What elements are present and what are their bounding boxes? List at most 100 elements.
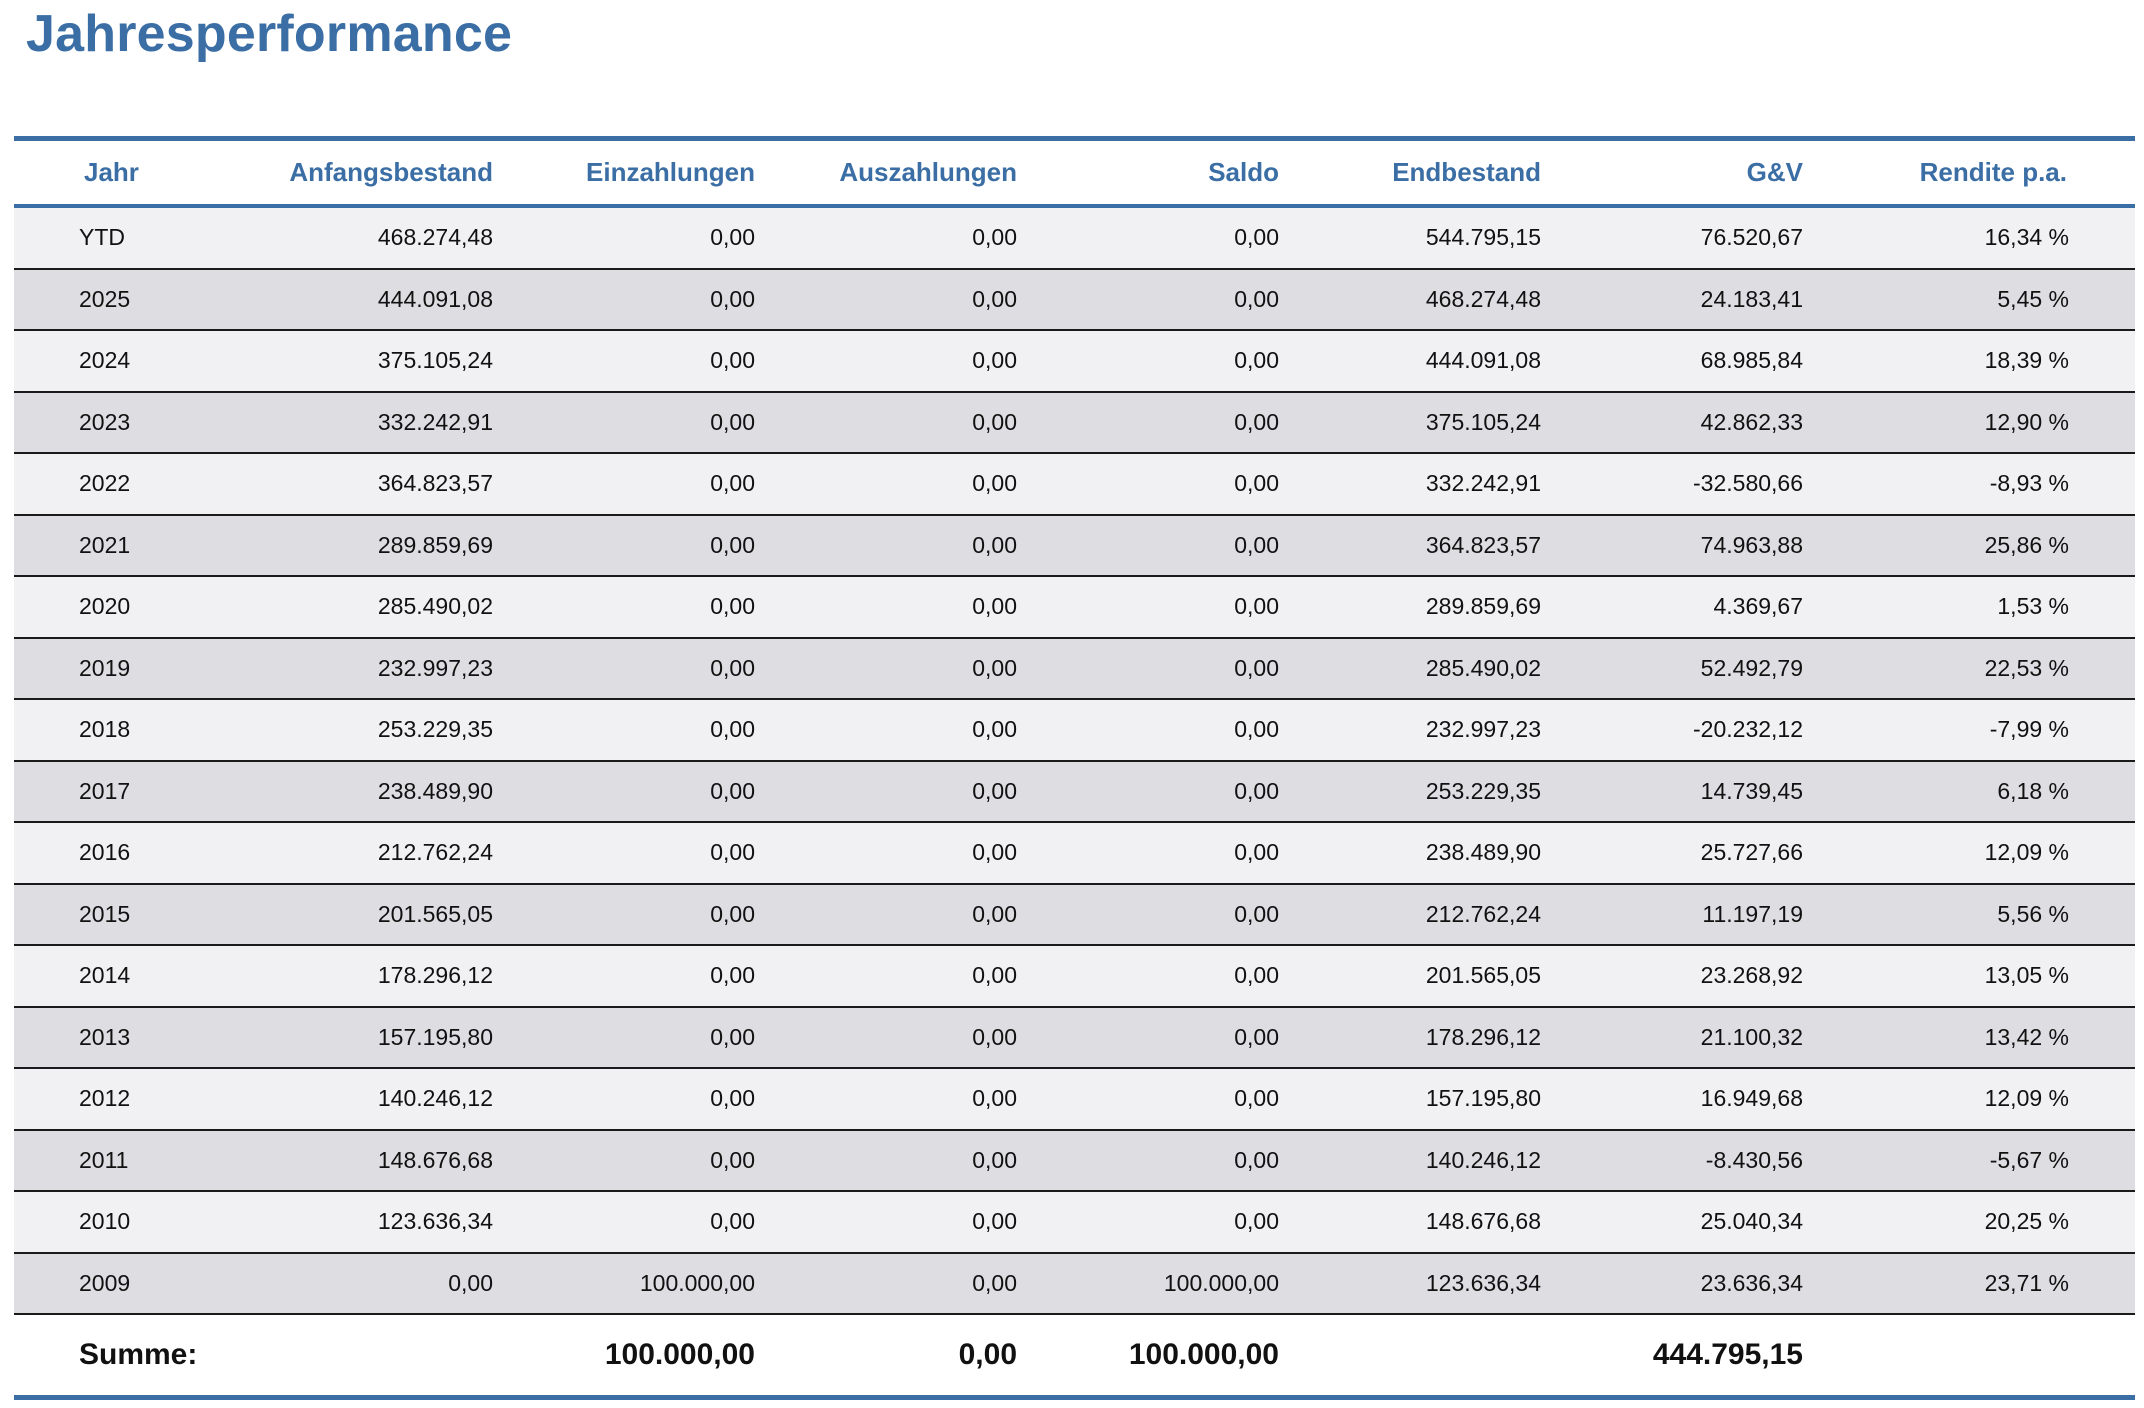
cell-einzahlungen: 0,00 <box>529 822 791 885</box>
table-row[interactable]: 2021 289.859,69 0,00 0,00 0,00 364.823,57 74.9… <box>14 514 2135 577</box>
table-footer: Summe: 100.000,00 0,00 100.000,00 444.79… <box>14 1314 2135 1395</box>
summary-endbestand <box>1315 1314 1577 1395</box>
cell-jahr: 2019 <box>14 637 192 700</box>
cell-guv: 25.727,66 <box>1577 822 1839 885</box>
cell-einzahlungen: 0,00 <box>529 945 791 1008</box>
cell-jahr: 2023 <box>14 391 192 454</box>
cell-auszahlungen: 0,00 <box>791 945 1053 1008</box>
cell-jahr: 2024 <box>14 330 192 393</box>
header-guv[interactable]: G&V <box>1746 157 1803 187</box>
cell-anfangsbestand: 375.105,24 <box>192 330 529 393</box>
table-row[interactable]: 2012 140.246,12 0,00 0,00 0,00 157.195,80 16.9… <box>14 1068 2135 1131</box>
cell-guv: 76.520,67 <box>1577 206 1839 270</box>
performance-table-container: Jahr Anfangsbestand Einzahlungen Auszahl… <box>14 136 2135 1400</box>
table-header: Jahr Anfangsbestand Einzahlungen Auszahl… <box>14 141 2135 206</box>
table-row[interactable]: 2017 238.489,90 0,00 0,00 0,00 253.229,35 14.7… <box>14 760 2135 823</box>
cell-einzahlungen: 0,00 <box>529 1129 791 1192</box>
cell-anfangsbestand: 332.242,91 <box>192 391 529 454</box>
cell-jahr: 2021 <box>14 514 192 577</box>
cell-einzahlungen: 0,00 <box>529 883 791 946</box>
table-row[interactable]: 2016 212.762,24 0,00 0,00 0,00 238.489,90 25.7… <box>14 822 2135 885</box>
table-row[interactable]: 2022 364.823,57 0,00 0,00 0,00 332.242,91 -32.… <box>14 453 2135 516</box>
header-saldo[interactable]: Saldo <box>1208 157 1279 187</box>
cell-guv: 23.636,34 <box>1577 1252 1839 1315</box>
header-jahr[interactable]: Jahr <box>84 157 139 187</box>
table-bottom-rule <box>14 1395 2135 1400</box>
table-row[interactable]: 2013 157.195,80 0,00 0,00 0,00 178.296,12 21.1… <box>14 1006 2135 1069</box>
cell-endbestand: 285.490,02 <box>1315 637 1577 700</box>
performance-table: Jahr Anfangsbestand Einzahlungen Auszahl… <box>14 141 2135 1395</box>
cell-guv: -20.232,12 <box>1577 699 1839 762</box>
cell-endbestand: 332.242,91 <box>1315 453 1577 516</box>
cell-rendite: 12,09 % <box>1839 822 2135 885</box>
cell-endbestand: 140.246,12 <box>1315 1129 1577 1192</box>
cell-endbestand: 123.636,34 <box>1315 1252 1577 1315</box>
cell-endbestand: 212.762,24 <box>1315 883 1577 946</box>
cell-endbestand: 232.997,23 <box>1315 699 1577 762</box>
summary-einzahlungen: 100.000,00 <box>604 1338 755 1371</box>
cell-rendite: 13,05 % <box>1839 945 2135 1008</box>
cell-einzahlungen: 0,00 <box>529 330 791 393</box>
cell-rendite: 12,09 % <box>1839 1068 2135 1131</box>
cell-jahr: 2012 <box>14 1068 192 1131</box>
table-row[interactable]: 2015 201.565,05 0,00 0,00 0,00 212.762,24 11.1… <box>14 883 2135 946</box>
table-row[interactable]: 2014 178.296,12 0,00 0,00 0,00 201.565,05 23.2… <box>14 945 2135 1008</box>
cell-guv: 11.197,19 <box>1577 883 1839 946</box>
header-endbestand[interactable]: Endbestand <box>1392 157 1541 187</box>
cell-endbestand: 544.795,15 <box>1315 206 1577 270</box>
header-auszahlungen[interactable]: Auszahlungen <box>839 157 1017 187</box>
cell-anfangsbestand: 123.636,34 <box>192 1191 529 1254</box>
cell-rendite: 5,45 % <box>1839 268 2135 331</box>
cell-jahr: 2025 <box>14 268 192 331</box>
cell-auszahlungen: 0,00 <box>791 206 1053 270</box>
table-row[interactable]: 2019 232.997,23 0,00 0,00 0,00 285.490,02 52.4… <box>14 637 2135 700</box>
cell-auszahlungen: 0,00 <box>791 822 1053 885</box>
table-row[interactable]: YTD 468.274,48 0,00 0,00 0,00 544.795,15 76.52… <box>14 206 2135 270</box>
cell-anfangsbestand: 238.489,90 <box>192 760 529 823</box>
cell-jahr: YTD <box>14 206 192 270</box>
cell-einzahlungen: 0,00 <box>529 1191 791 1254</box>
cell-anfangsbestand: 468.274,48 <box>192 206 529 270</box>
cell-auszahlungen: 0,00 <box>791 760 1053 823</box>
table-row[interactable]: 2025 444.091,08 0,00 0,00 0,00 468.274,48 24.1… <box>14 268 2135 331</box>
cell-rendite: 16,34 % <box>1839 206 2135 270</box>
cell-endbestand: 375.105,24 <box>1315 391 1577 454</box>
cell-rendite: 22,53 % <box>1839 637 2135 700</box>
cell-guv: -32.580,66 <box>1577 453 1839 516</box>
cell-jahr: 2020 <box>14 576 192 639</box>
table-row[interactable]: 2024 375.105,24 0,00 0,00 0,00 444.091,08 68.9… <box>14 330 2135 393</box>
cell-einzahlungen: 0,00 <box>529 760 791 823</box>
cell-guv: 42.862,33 <box>1577 391 1839 454</box>
cell-rendite: 5,56 % <box>1839 883 2135 946</box>
cell-einzahlungen: 0,00 <box>529 637 791 700</box>
cell-einzahlungen: 0,00 <box>529 206 791 270</box>
header-rendite[interactable]: Rendite p.a. <box>1919 157 2067 187</box>
cell-saldo: 0,00 <box>1053 1129 1315 1192</box>
cell-auszahlungen: 0,00 <box>791 1191 1053 1254</box>
cell-auszahlungen: 0,00 <box>791 330 1053 393</box>
cell-anfangsbestand: 364.823,57 <box>192 453 529 516</box>
page-title: Jahresperformance <box>26 5 513 63</box>
cell-guv: 4.369,67 <box>1577 576 1839 639</box>
cell-endbestand: 253.229,35 <box>1315 760 1577 823</box>
cell-auszahlungen: 0,00 <box>791 1252 1053 1315</box>
cell-auszahlungen: 0,00 <box>791 514 1053 577</box>
table-row[interactable]: 2018 253.229,35 0,00 0,00 0,00 232.997,23 -20.… <box>14 699 2135 762</box>
cell-rendite: 13,42 % <box>1839 1006 2135 1069</box>
cell-anfangsbestand: 140.246,12 <box>192 1068 529 1131</box>
header-anfangsbestand[interactable]: Anfangsbestand <box>289 157 493 187</box>
cell-anfangsbestand: 178.296,12 <box>192 945 529 1008</box>
cell-einzahlungen: 0,00 <box>529 391 791 454</box>
table-row[interactable]: 2010 123.636,34 0,00 0,00 0,00 148.676,68 25.0… <box>14 1191 2135 1254</box>
cell-auszahlungen: 0,00 <box>791 637 1053 700</box>
table-row[interactable]: 2023 332.242,91 0,00 0,00 0,00 375.105,24 42.8… <box>14 391 2135 454</box>
cell-jahr: 2015 <box>14 883 192 946</box>
cell-auszahlungen: 0,00 <box>791 453 1053 516</box>
cell-einzahlungen: 0,00 <box>529 699 791 762</box>
header-einzahlungen[interactable]: Einzahlungen <box>586 157 755 187</box>
table-row[interactable]: 2009 0,00 100.000,00 0,00 100.000,00 123.636,… <box>14 1252 2135 1315</box>
table-row[interactable]: 2020 285.490,02 0,00 0,00 0,00 289.859,69 4.36… <box>14 576 2135 639</box>
table-row[interactable]: 2011 148.676,68 0,00 0,00 0,00 140.246,12 -8.4… <box>14 1129 2135 1192</box>
cell-saldo: 0,00 <box>1053 514 1315 577</box>
cell-endbestand: 238.489,90 <box>1315 822 1577 885</box>
